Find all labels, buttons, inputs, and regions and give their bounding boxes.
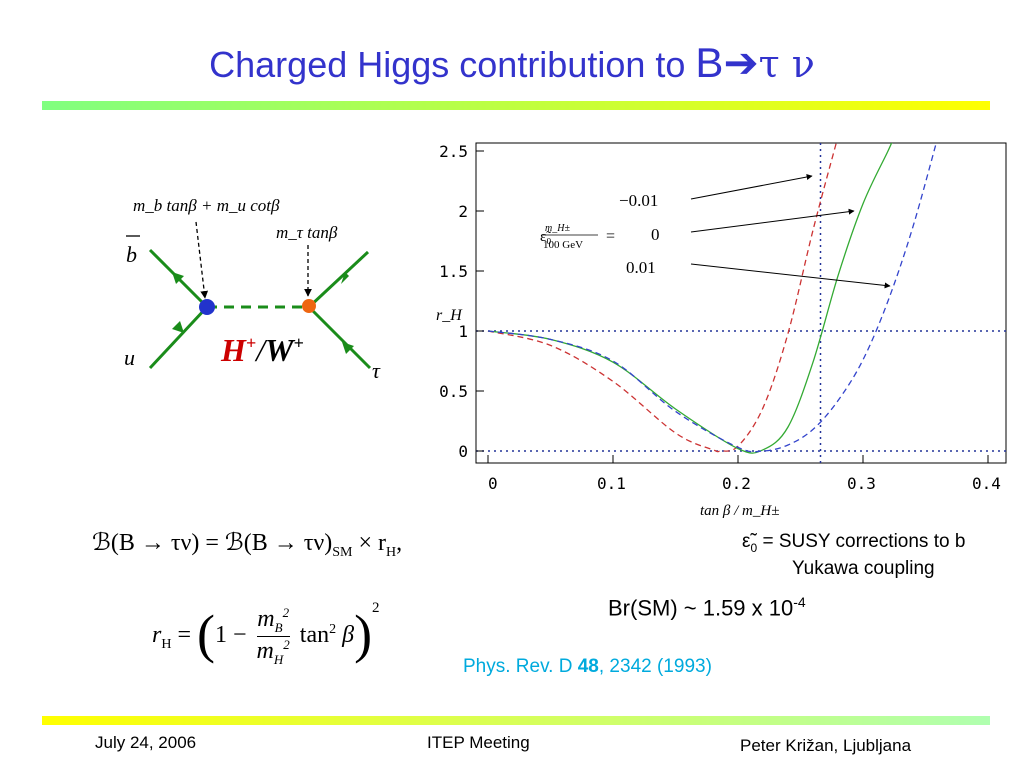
legend-arrow-neg	[690, 174, 813, 200]
series-line-0	[487, 143, 837, 453]
rh-equation: rH = (1 − mB2 mH2 tan2 β)2	[152, 600, 380, 667]
legend-value-pos: 0.01	[626, 258, 656, 277]
arrow-icon	[342, 342, 354, 354]
legend-value-zero: 0	[651, 225, 660, 244]
x-tick-label-3: 0.3	[847, 474, 876, 493]
y-tick-label-2: 1	[458, 322, 468, 341]
y-tick-label-0: 0	[458, 442, 468, 461]
u-label: u	[124, 345, 135, 370]
arrow-icon	[172, 321, 184, 333]
tau-line	[307, 305, 372, 370]
slide-title: Charged Higgs contribution to B➔τ ν	[0, 38, 1024, 87]
coupling-label-right: m_τ tanβ	[276, 223, 338, 242]
x-tick-label-2: 0.2	[722, 474, 751, 493]
y-tick-label-5: 2.5	[439, 142, 468, 161]
legend-frac-num: m_H±	[545, 223, 570, 234]
u-line	[148, 305, 209, 370]
y-axis-label: r_H	[436, 307, 463, 324]
title-divider	[42, 101, 990, 110]
title-main: Charged Higgs contribution to	[209, 44, 696, 85]
bbar-label: b	[126, 242, 137, 267]
series-line-1	[487, 143, 893, 454]
arrow-icon	[341, 272, 349, 284]
coupling-label-left: m_b tanβ + m_u cotβ	[133, 196, 280, 215]
x-tick-label-0: 0	[488, 474, 498, 493]
footer-date: July 24, 2006	[95, 733, 197, 752]
y-tick-label-3: 1.5	[439, 262, 468, 281]
y-tick-label-1: 0.5	[439, 382, 468, 401]
arrow-icon	[172, 272, 184, 284]
bbar-line	[148, 248, 209, 309]
neutrino-line	[307, 250, 370, 309]
y-tick-label-4: 2	[458, 202, 468, 221]
susy-note-line2: Yukawa coupling	[792, 558, 935, 579]
x-ticks: 0 0.1 0.2 0.3 0.4	[487, 455, 1001, 493]
br-sm: Br(SM) ~ 1.59 x 10-4	[608, 594, 806, 621]
branching-ratio-equation: ℬ(B → τν) = ℬ(B → τν)SM × rH,	[92, 530, 403, 560]
legend-arrow-zero	[690, 208, 855, 233]
tau-label: τ	[372, 358, 381, 383]
reference-lines	[476, 143, 1006, 463]
series-line-2	[487, 143, 937, 453]
legend-arrow-pos	[690, 263, 891, 289]
x-axis-label: tan β / m_H±	[700, 503, 779, 519]
legend-symbol: ε̃₀	[540, 229, 552, 245]
title-tau-nu: τ ν	[758, 42, 815, 86]
fermion-lines	[148, 248, 372, 370]
legend-value-neg: −0.01	[619, 191, 658, 210]
susy-note: ε̃0 = SUSY corrections to b	[742, 531, 966, 555]
coupling-pointer-left	[195, 221, 209, 299]
x-tick-label-4: 0.4	[972, 474, 1001, 493]
plot-frame	[475, 142, 1007, 464]
vertex-left	[199, 299, 215, 315]
footer-event: ITEP Meeting	[427, 733, 530, 752]
reference-link[interactable]: Phys. Rev. D 48, 2342 (1993)	[463, 656, 712, 677]
footer-author: Peter Križan, Ljubljana	[740, 736, 912, 755]
y-ticks: 0 0.5 1 1.5 2 2.5	[439, 142, 484, 461]
title-arrow-icon: ➔	[723, 39, 759, 86]
footer-divider	[42, 716, 990, 725]
fermion-arrows	[172, 272, 354, 354]
series-group	[487, 143, 937, 454]
title-b: B	[695, 39, 724, 86]
legend-frac-den: 100 GeV	[543, 239, 583, 251]
legend: ε̃₀ m_H± 100 GeV = −0.01 0 0.01	[540, 174, 891, 289]
x-tick-label-1: 0.1	[597, 474, 626, 493]
legend-equals: =	[606, 228, 615, 245]
mediator-label: H+/W+	[220, 332, 304, 368]
vertex-right	[302, 299, 316, 313]
